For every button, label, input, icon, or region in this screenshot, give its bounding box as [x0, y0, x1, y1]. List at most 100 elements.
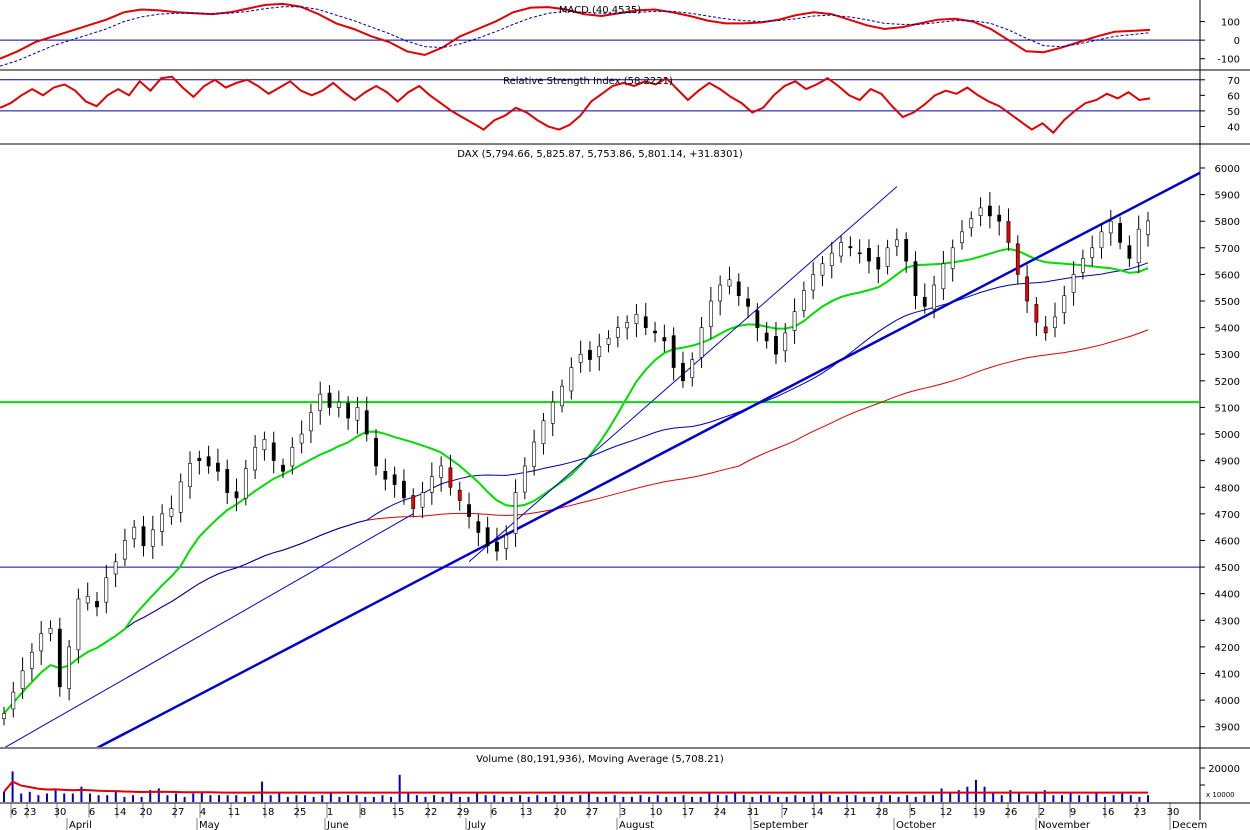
volume-bar: [880, 795, 883, 802]
candle-body: [262, 439, 267, 451]
volume-bar: [450, 793, 453, 802]
volume-bar: [114, 791, 117, 802]
macd-tick-label: 100: [1221, 18, 1240, 29]
candle-body: [216, 462, 220, 472]
volume-bar: [1121, 793, 1124, 802]
volume-bar: [132, 795, 135, 802]
volume-bar: [923, 795, 926, 802]
candlestick: [932, 275, 936, 319]
trend-line: [4, 513, 414, 747]
day-label: 14: [114, 807, 127, 818]
candle-body: [243, 468, 248, 499]
candle-body: [671, 335, 676, 368]
candlestick: [48, 620, 53, 642]
day-label: 27: [172, 807, 185, 818]
volume-bar: [751, 796, 754, 802]
candle-body: [643, 316, 648, 328]
price-tick-label: 4400: [1215, 590, 1240, 601]
candlestick: [690, 352, 695, 387]
macd-title: MACD (40.4535): [559, 5, 641, 16]
volume-bar: [949, 793, 952, 802]
candlestick: [1080, 249, 1085, 280]
candle-body: [1071, 274, 1076, 293]
candlestick: [188, 451, 192, 499]
candle-body: [1043, 326, 1048, 334]
day-label: 20: [554, 807, 567, 818]
volume-bar: [1000, 795, 1003, 802]
volume-bar: [1052, 795, 1055, 802]
volume-bar: [656, 795, 659, 802]
price-tick-label: 5900: [1215, 191, 1240, 202]
candlestick: [197, 450, 202, 475]
candle-body: [57, 628, 62, 688]
candlestick: [504, 525, 509, 560]
day-label: 3: [620, 807, 626, 818]
volume-bar: [742, 795, 745, 802]
volume-bar: [622, 796, 625, 802]
volume-bar: [1112, 795, 1115, 802]
candle-body: [718, 284, 723, 302]
candlestick: [708, 286, 713, 340]
candlestick: [829, 241, 834, 279]
price-tick-label: 4200: [1215, 643, 1240, 654]
candle-body: [67, 646, 72, 689]
candlestick: [104, 564, 109, 614]
candlestick: [123, 528, 127, 567]
candle-body: [234, 491, 239, 499]
candlestick: [402, 469, 406, 505]
volume-bar: [639, 795, 642, 802]
candle-body: [522, 465, 527, 493]
candle-body: [402, 480, 406, 499]
volume-bar: [312, 796, 315, 802]
candlestick: [801, 281, 806, 318]
month-label: June: [326, 820, 349, 830]
volume-bar: [785, 796, 788, 802]
price-tick-label: 4000: [1215, 696, 1240, 707]
candlestick: [960, 220, 964, 250]
candle-body: [913, 261, 918, 296]
day-label: 14: [811, 807, 824, 818]
volume-bar: [235, 795, 238, 802]
candlestick: [522, 457, 527, 500]
candlestick: [597, 333, 602, 371]
volume-bar: [587, 793, 590, 802]
candlestick: [355, 397, 360, 434]
candle-body: [820, 263, 825, 276]
volume-bar: [20, 793, 23, 802]
candle-body: [885, 247, 890, 267]
volume-bar: [484, 795, 487, 802]
candle-body: [1127, 245, 1132, 259]
volume-bar: [209, 795, 212, 802]
candlestick: [1118, 216, 1122, 250]
candlestick: [560, 379, 564, 413]
month-label: September: [753, 820, 809, 830]
volume-bar: [476, 793, 479, 802]
volume-bar: [794, 795, 797, 802]
candle-body: [150, 529, 155, 547]
candle-body: [950, 247, 955, 269]
volume-bar: [673, 796, 676, 802]
volume-bar: [725, 795, 728, 802]
candlestick: [569, 357, 574, 400]
candle-body: [188, 463, 192, 488]
day-label: 27: [586, 807, 599, 818]
candlestick: [653, 321, 657, 343]
day-label: 23: [1134, 807, 1147, 818]
day-label: 20: [140, 807, 153, 818]
candle-body: [1099, 231, 1104, 249]
candlestick: [141, 515, 146, 557]
candle-body: [560, 385, 564, 407]
day-label: 28: [876, 807, 889, 818]
candlestick: [57, 617, 62, 697]
price-title: DAX (5,794.66, 5,825.87, 5,753.86, 5,801…: [457, 149, 743, 160]
candle-body: [457, 489, 462, 501]
day-label: 22: [425, 807, 438, 818]
price-tick-label: 4900: [1215, 457, 1240, 468]
candle-body: [708, 300, 713, 327]
candle-body: [206, 456, 211, 467]
rsi-title: Relative Strength Index (58.2221): [503, 76, 673, 87]
volume-bar: [192, 793, 195, 802]
candle-body: [867, 248, 871, 262]
volume-bar: [37, 795, 40, 802]
candle-body: [932, 284, 936, 310]
